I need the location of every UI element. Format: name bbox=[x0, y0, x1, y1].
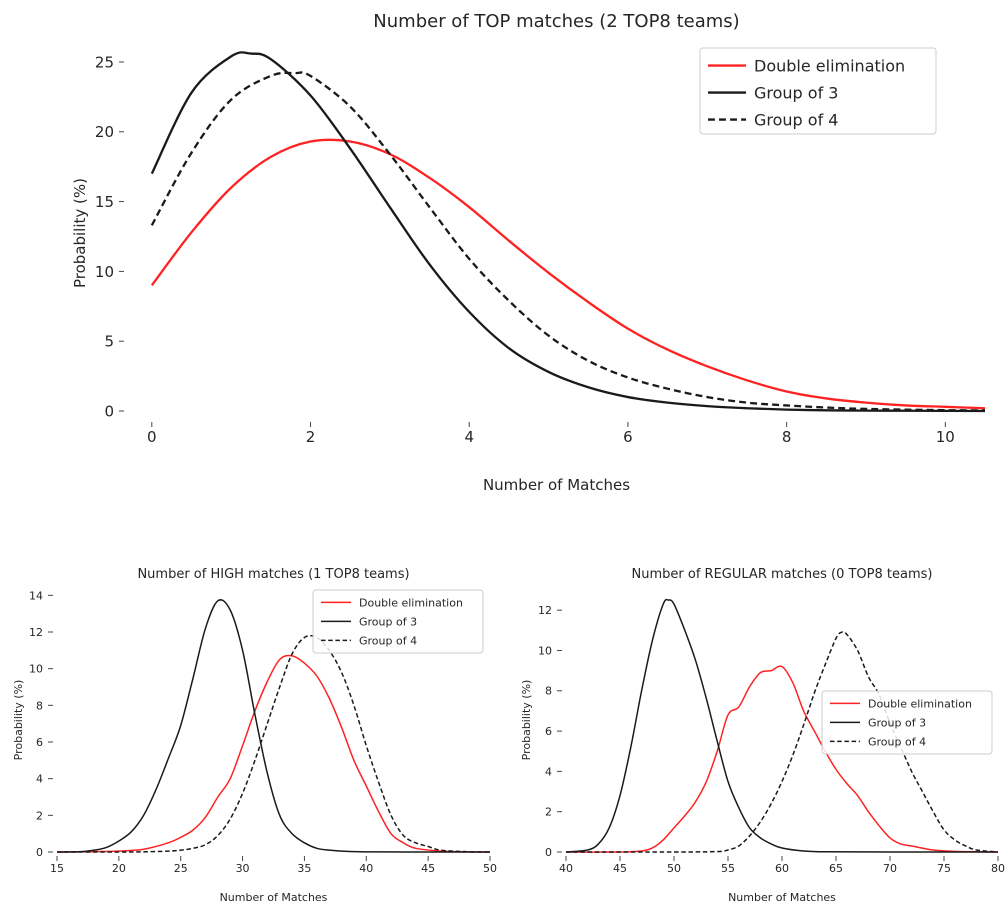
series-line-group-of-4 bbox=[565, 631, 999, 853]
x-tick-label: 25 bbox=[174, 862, 188, 875]
series-lines bbox=[150, 51, 986, 413]
x-tick-label: 4 bbox=[464, 428, 474, 446]
series-line-group-of-3 bbox=[56, 599, 491, 853]
y-tick-label: 2 bbox=[545, 806, 552, 819]
x-tick-label: 0 bbox=[147, 428, 157, 446]
y-tick-label: 5 bbox=[104, 333, 114, 351]
legend-label: Double elimination bbox=[754, 56, 905, 75]
x-tick-label: 2 bbox=[306, 428, 316, 446]
legend-label: Group of 4 bbox=[754, 110, 838, 129]
legend-frame bbox=[312, 589, 484, 654]
x-axis-label: Number of Matches bbox=[483, 476, 630, 494]
series-line-double-elimination bbox=[150, 138, 986, 410]
y-tick-label: 2 bbox=[36, 809, 43, 822]
x-tick-label: 40 bbox=[559, 862, 573, 875]
y-tick-label: 6 bbox=[545, 725, 552, 738]
series-lines bbox=[565, 598, 999, 853]
x-tick-label: 15 bbox=[50, 862, 64, 875]
y-tick-label: 12 bbox=[29, 626, 43, 639]
chart-title: Number of TOP matches (2 TOP8 teams) bbox=[373, 11, 739, 32]
chart-title: Number of REGULAR matches (0 TOP8 teams) bbox=[632, 567, 933, 582]
x-tick-label: 55 bbox=[721, 862, 735, 875]
x-tick-label: 50 bbox=[667, 862, 681, 875]
legend-label: Double elimination bbox=[359, 596, 463, 609]
chart-high: Number of HIGH matches (1 TOP8 teams) Nu… bbox=[12, 567, 497, 904]
y-tick-label: 15 bbox=[95, 193, 114, 211]
tick-group: 40 45 50 55 60 65 70 75 80 0 2 4 6 8 10 12 bbox=[538, 604, 1005, 875]
legend-frame bbox=[821, 690, 993, 755]
y-tick-label: 10 bbox=[29, 663, 43, 676]
x-tick-label: 80 bbox=[991, 862, 1005, 875]
series-line-group-of-3 bbox=[565, 598, 999, 853]
legend-label: Group of 3 bbox=[754, 83, 838, 102]
series-line-double-elimination bbox=[56, 654, 491, 853]
y-tick-label: 4 bbox=[36, 773, 43, 786]
chart-top: Number of TOP matches (2 TOP8 teams) Num… bbox=[71, 11, 986, 494]
legend-frame bbox=[699, 47, 937, 135]
x-tick-label: 10 bbox=[936, 428, 955, 446]
y-tick-label: 0 bbox=[545, 846, 552, 859]
y-tick-label: 10 bbox=[95, 263, 114, 281]
legend-label: Group of 3 bbox=[868, 716, 926, 729]
x-tick-label: 70 bbox=[883, 862, 897, 875]
legend: Double elimination Group of 3 Group of 4 bbox=[821, 690, 993, 755]
y-tick-label: 0 bbox=[36, 846, 43, 859]
x-tick-label: 45 bbox=[421, 862, 435, 875]
y-tick-label: 8 bbox=[545, 685, 552, 698]
y-axis-label: Probability (%) bbox=[520, 680, 533, 761]
legend: Double elimination Group of 3 Group of 4 bbox=[312, 589, 484, 654]
series-line-group-of-4 bbox=[150, 71, 986, 412]
x-tick-label: 65 bbox=[829, 862, 843, 875]
y-tick-label: 8 bbox=[36, 699, 43, 712]
y-axis-label: Probability (%) bbox=[12, 680, 25, 761]
y-tick-label: 10 bbox=[538, 644, 552, 657]
y-tick-label: 0 bbox=[104, 402, 114, 420]
legend-label: Group of 4 bbox=[359, 634, 417, 647]
series-lines bbox=[56, 599, 491, 853]
series-line-group-of-4 bbox=[56, 634, 491, 853]
tick-group: 15 20 25 30 35 40 45 50 0 2 4 6 8 10 12 14 bbox=[29, 589, 497, 875]
y-tick-label: 4 bbox=[545, 765, 552, 778]
x-tick-label: 50 bbox=[483, 862, 497, 875]
series-line-group-of-3 bbox=[150, 51, 986, 413]
y-tick-label: 12 bbox=[538, 604, 552, 617]
chart-regular: Number of REGULAR matches (0 TOP8 teams)… bbox=[520, 567, 1005, 904]
legend: Double elimination Group of 3 Group of 4 bbox=[699, 47, 937, 135]
x-tick-label: 8 bbox=[782, 428, 792, 446]
y-axis-label: Probability (%) bbox=[71, 178, 89, 288]
x-axis-label: Number of Matches bbox=[728, 891, 836, 904]
y-tick-label: 20 bbox=[95, 123, 114, 141]
x-tick-label: 30 bbox=[236, 862, 250, 875]
x-tick-label: 6 bbox=[623, 428, 633, 446]
x-tick-label: 75 bbox=[937, 862, 951, 875]
legend-label: Double elimination bbox=[868, 697, 972, 710]
tick-group: 0 2 4 6 8 10 0 5 10 15 20 25 bbox=[95, 53, 955, 446]
chart-title: Number of HIGH matches (1 TOP8 teams) bbox=[137, 567, 409, 582]
y-tick-label: 25 bbox=[95, 53, 114, 71]
series-line-double-elimination bbox=[565, 665, 999, 853]
y-tick-label: 6 bbox=[36, 736, 43, 749]
x-tick-label: 60 bbox=[775, 862, 789, 875]
legend-label: Group of 4 bbox=[868, 735, 926, 748]
x-tick-label: 45 bbox=[613, 862, 627, 875]
x-tick-label: 20 bbox=[112, 862, 126, 875]
y-tick-label: 14 bbox=[29, 589, 43, 602]
x-axis-label: Number of Matches bbox=[220, 891, 328, 904]
x-tick-label: 35 bbox=[297, 862, 311, 875]
legend-label: Group of 3 bbox=[359, 615, 417, 628]
x-tick-label: 40 bbox=[359, 862, 373, 875]
